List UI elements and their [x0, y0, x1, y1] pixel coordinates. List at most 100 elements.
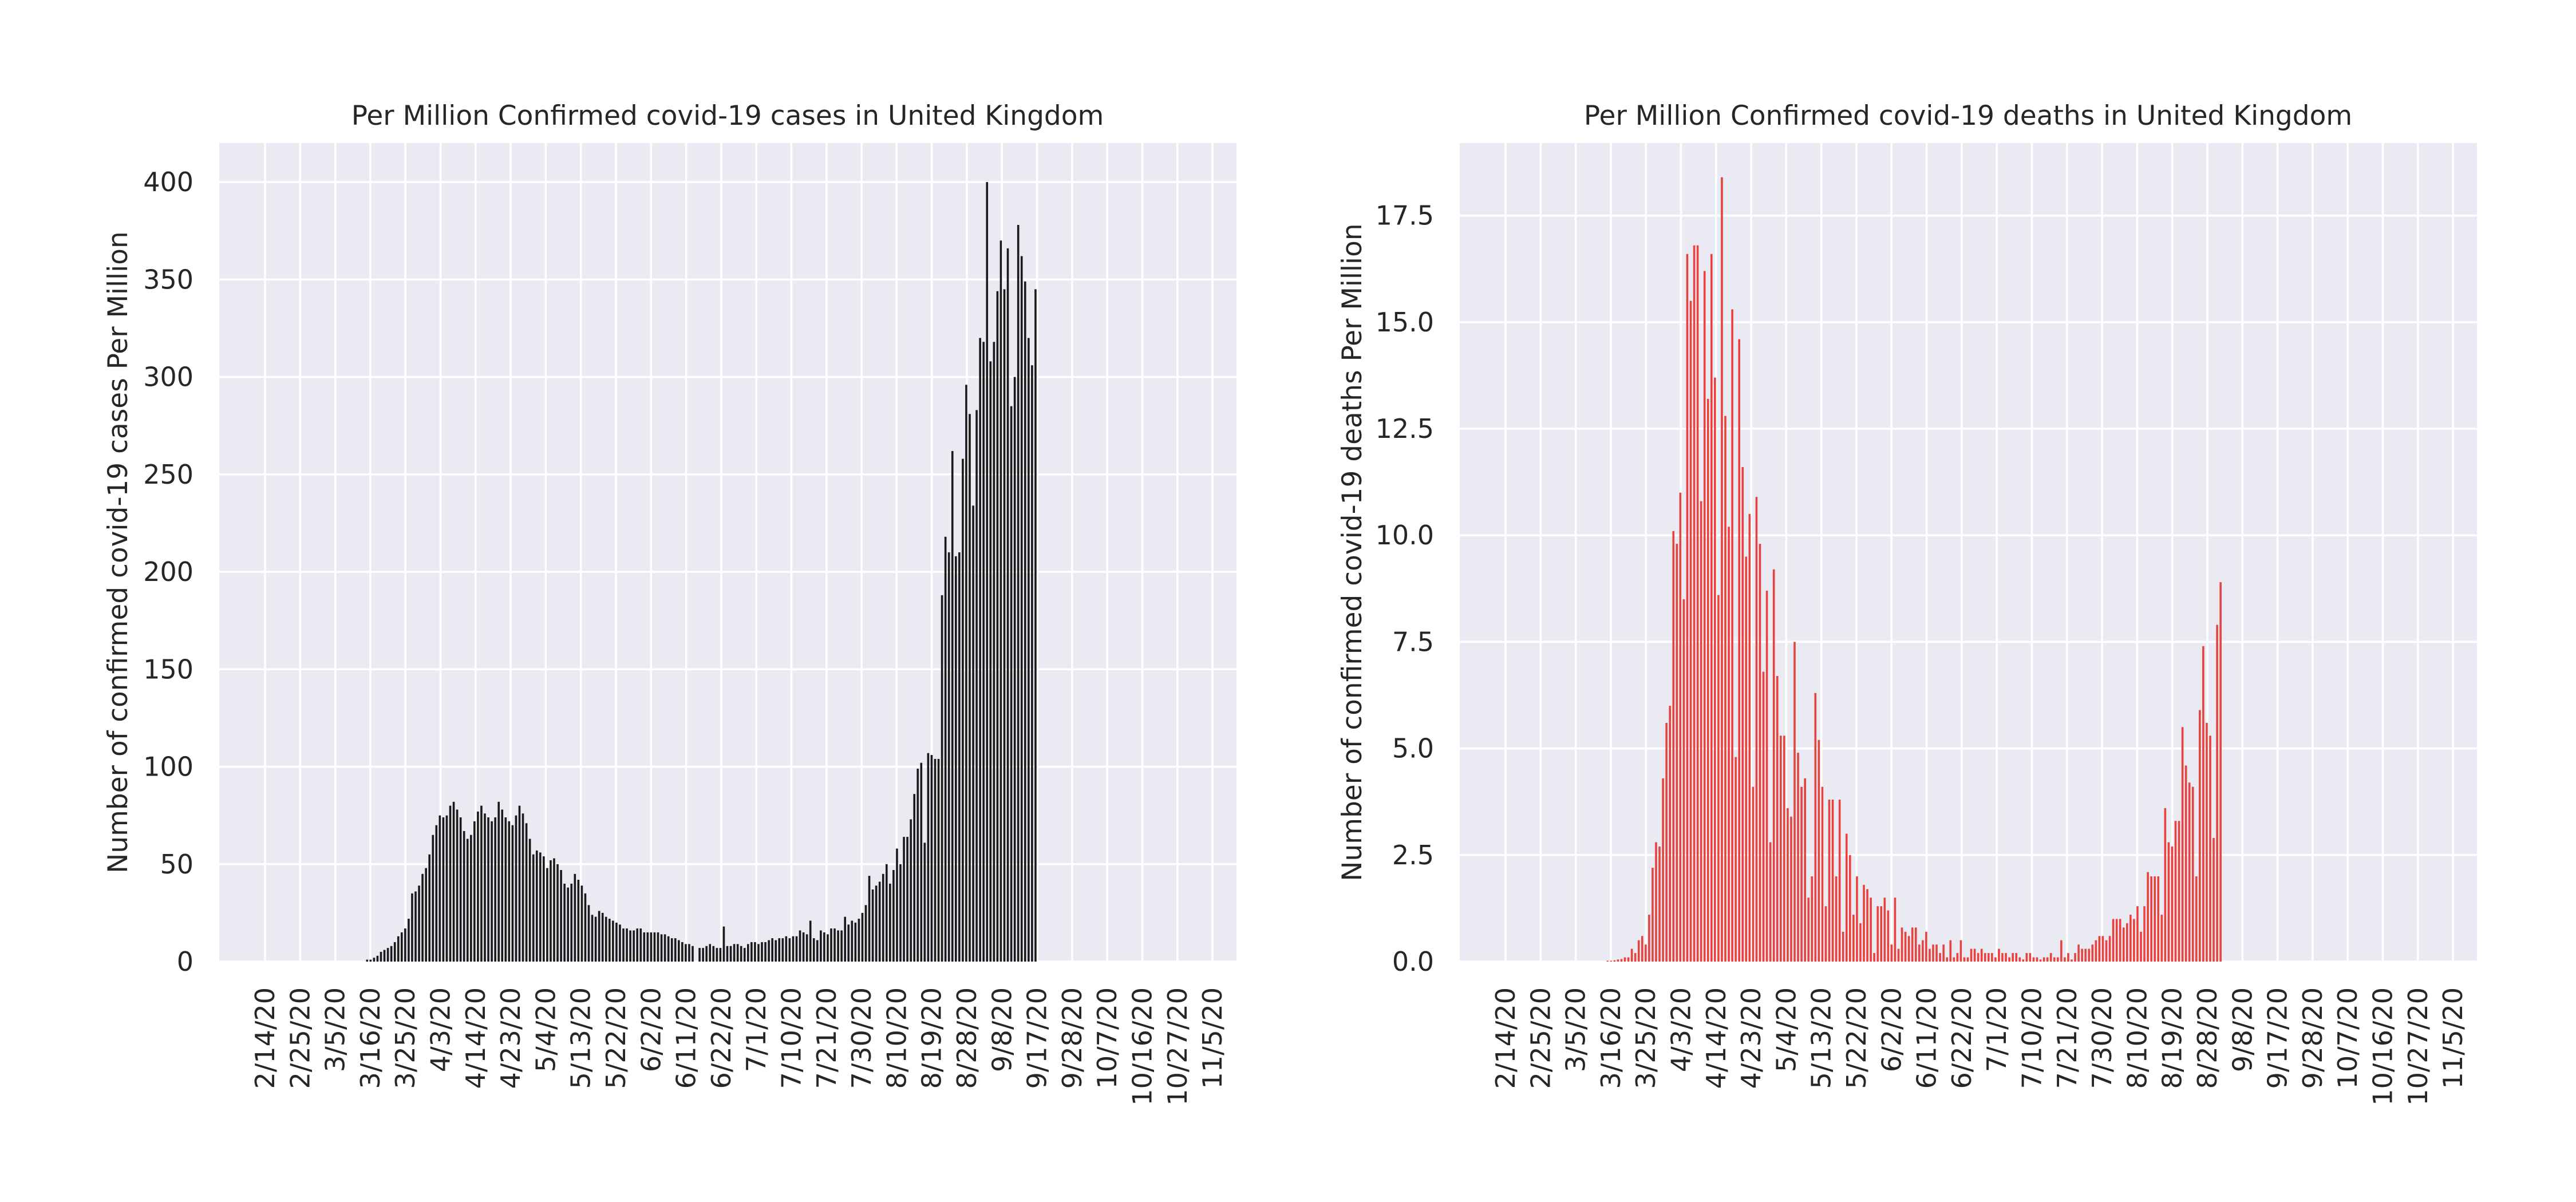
cases-bar — [944, 536, 947, 962]
deaths-bar — [1662, 778, 1664, 962]
deaths-bar — [2091, 944, 2094, 962]
cases-bar — [435, 825, 438, 962]
cases-bar — [722, 926, 725, 962]
cases-bar — [754, 942, 756, 962]
deaths-bar — [1686, 254, 1689, 962]
deaths-bar — [1787, 808, 1789, 962]
cases-x-tick-label: 9/17/20 — [1022, 987, 1053, 1089]
deaths-bar — [2098, 936, 2101, 962]
deaths-bar — [1679, 492, 1682, 962]
deaths-y-axis-label: Number of confirmed covid-19 deaths Per … — [1337, 223, 1368, 881]
deaths-x-tick-labels: 2/14/20 2/25/20 3/5/20 3/16/20 3/25/20 4/3/20… — [1490, 987, 2468, 1106]
cases-bar — [871, 889, 874, 962]
cases-bar — [951, 450, 954, 962]
cases-bar — [550, 860, 552, 962]
cases-bar — [463, 831, 465, 962]
cases-x-tick-label: 8/19/20 — [916, 987, 947, 1089]
cases-bar — [456, 809, 459, 962]
deaths-bars — [1606, 177, 2222, 962]
deaths-bar — [1759, 544, 1761, 962]
cases-bar — [570, 883, 573, 962]
cases-x-tick-label: 2/25/20 — [285, 987, 315, 1089]
deaths-bar — [1700, 501, 1702, 962]
deaths-bar — [1998, 948, 2000, 962]
deaths-bar — [1932, 944, 1934, 962]
deaths-bar — [2029, 953, 2032, 962]
cases-x-tick-label: 10/7/20 — [1092, 987, 1123, 1089]
deaths-x-tick-label: 6/11/20 — [1911, 987, 1942, 1089]
deaths-bar — [2074, 953, 2076, 962]
cases-bar — [605, 916, 607, 962]
deaths-x-tick-label: 10/7/20 — [2332, 987, 2363, 1089]
cases-chart-title: Per Million Confirmed covid-19 cases in … — [351, 100, 1104, 132]
cases-bar — [795, 936, 798, 962]
deaths-bar — [1956, 953, 1959, 962]
deaths-bar — [2005, 953, 2007, 962]
deaths-bar — [1689, 300, 1692, 962]
cases-bar — [965, 385, 967, 962]
cases-bar — [1006, 248, 1009, 962]
cases-bar — [494, 817, 496, 962]
cases-bar — [445, 815, 448, 962]
deaths-x-tick-label: 4/14/20 — [1701, 987, 1732, 1089]
deaths-bar — [2171, 846, 2174, 962]
cases-bar — [466, 839, 469, 962]
cases-bar — [847, 924, 850, 962]
deaths-x-tick-label: 6/2/20 — [1876, 987, 1907, 1072]
cases-bar — [830, 928, 832, 962]
deaths-bar — [2195, 876, 2198, 962]
deaths-bar — [1706, 398, 1709, 962]
deaths-bar — [1904, 931, 1907, 962]
deaths-bar — [1859, 923, 1862, 962]
cases-bar — [947, 552, 950, 962]
deaths-bar — [2202, 646, 2204, 962]
cases-bar — [543, 856, 545, 962]
cases-bar — [903, 837, 905, 962]
deaths-bar — [1914, 927, 1917, 962]
deaths-bar — [2167, 842, 2170, 962]
deaths-bar — [1648, 915, 1650, 962]
cases-bar — [712, 946, 715, 962]
deaths-bar — [2181, 727, 2184, 962]
cases-x-tick-label: 9/28/20 — [1057, 987, 1088, 1089]
cases-bar — [397, 936, 400, 962]
deaths-bar — [1907, 936, 1910, 962]
deaths-bar — [1606, 960, 1609, 962]
deaths-bar — [1842, 931, 1844, 962]
deaths-bar — [1807, 897, 1809, 962]
cases-bar — [878, 881, 881, 962]
deaths-x-tick-label: 5/22/20 — [1841, 987, 1872, 1089]
deaths-bar — [2053, 957, 2056, 962]
deaths-bar — [1617, 959, 1619, 962]
cases-bar — [975, 410, 978, 962]
cases-bar — [432, 835, 434, 962]
deaths-bar — [1790, 816, 1792, 962]
cases-bar — [622, 928, 625, 962]
cases-bar — [438, 815, 441, 962]
cases-y-tick-label: 0 — [177, 946, 193, 977]
deaths-bar — [2122, 927, 2125, 962]
deaths-bar — [2164, 808, 2167, 962]
deaths-bar — [1963, 957, 1966, 962]
cases-plot-area — [219, 143, 1236, 962]
cases-bar — [587, 905, 590, 962]
deaths-bar — [1728, 527, 1730, 962]
deaths-bar — [1804, 778, 1806, 962]
cases-bar — [528, 839, 531, 962]
cases-bar — [861, 912, 864, 962]
cases-bar — [778, 938, 781, 962]
deaths-chart-title: Per Million Confirmed covid-19 deaths in… — [1584, 100, 2352, 132]
cases-x-tick-label: 8/28/20 — [951, 987, 982, 1089]
deaths-x-tick-label: 5/4/20 — [1771, 987, 1801, 1072]
deaths-bar — [2129, 915, 2132, 962]
cases-bar — [698, 948, 701, 962]
deaths-bar — [1752, 786, 1755, 962]
cases-bar — [521, 813, 524, 962]
cases-bar — [615, 922, 618, 962]
deaths-bar — [1682, 599, 1685, 962]
deaths-y-tick-label: 17.5 — [1376, 200, 1434, 231]
deaths-bar — [2199, 710, 2201, 962]
cases-bar — [934, 758, 937, 962]
cases-bar — [383, 950, 386, 962]
deaths-x-tick-label: 7/30/20 — [2087, 987, 2117, 1089]
